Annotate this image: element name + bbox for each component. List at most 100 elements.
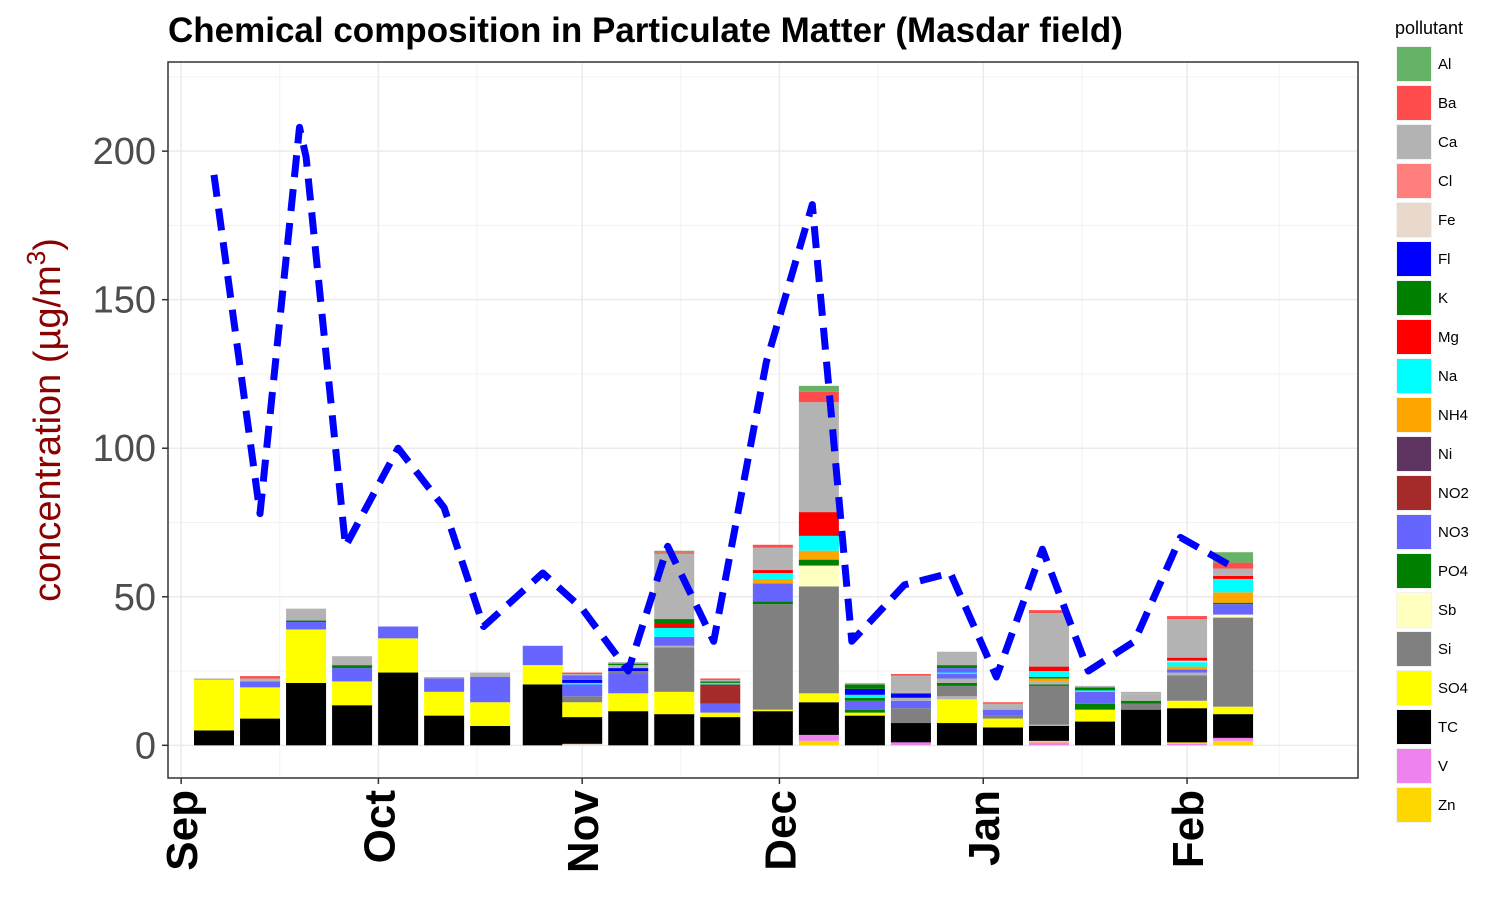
- bar-segment-no3: [378, 626, 419, 639]
- y-axis-label-superscript: 3: [21, 251, 51, 265]
- legend-item-v: V: [1396, 748, 1448, 784]
- legend-label: Na: [1438, 368, 1458, 385]
- bar-stack: [752, 544, 793, 746]
- bar-segment-ba: [240, 676, 281, 679]
- legend-item-nh4: NH4: [1396, 397, 1468, 433]
- bar-segment-na: [562, 682, 603, 685]
- legend-swatch: [1397, 749, 1431, 783]
- bar-segment-ca: [890, 675, 931, 692]
- y-axis-label-close: ): [27, 238, 69, 251]
- bar-segment-no3: [844, 700, 885, 710]
- bar-segment-na: [844, 694, 885, 698]
- bar-segment-so4: [752, 709, 793, 712]
- bar-segment-na: [752, 573, 793, 579]
- bar-segment-nh4: [752, 578, 793, 584]
- bar-segment-v: [890, 742, 931, 746]
- legend-swatch: [1397, 437, 1431, 471]
- svg-text:concentration (µg/m3): concentration (µg/m3): [21, 238, 69, 602]
- legend-label: Ba: [1438, 95, 1457, 112]
- bar-segment-po4: [700, 681, 741, 683]
- y-tick-label: 50: [114, 577, 156, 619]
- legend-swatch: [1397, 515, 1431, 549]
- legend-swatch: [1397, 242, 1431, 276]
- bar-segment-po4: [936, 682, 977, 686]
- bar-segment-no3: [562, 675, 603, 680]
- bar-segment-tc: [936, 723, 977, 746]
- x-tick-label: Oct: [355, 790, 404, 864]
- bar-segment-no3: [654, 636, 695, 646]
- bar-segment-ba: [752, 544, 793, 548]
- legend-item-no3: NO3: [1396, 514, 1469, 550]
- legend-label: Ni: [1438, 446, 1452, 463]
- bar-segment-ca: [424, 676, 465, 679]
- bar-segment-ca: [654, 645, 695, 648]
- bar-stack: [378, 626, 419, 746]
- bar-segment-fe: [562, 743, 603, 746]
- bar-segment-ca: [844, 682, 885, 685]
- bar-segment-tc: [752, 711, 793, 746]
- legend-label: Si: [1438, 641, 1451, 658]
- legend-label: Mg: [1438, 329, 1459, 346]
- y-tick-label: 150: [93, 280, 156, 322]
- bar-segment-so4: [982, 718, 1023, 728]
- legend-label: K: [1438, 290, 1448, 307]
- bar-segment-na: [1028, 671, 1069, 677]
- bar-segment-no3: [1213, 604, 1254, 615]
- bar-segment-ba: [798, 391, 839, 403]
- bar-segment-po4: [1028, 684, 1069, 686]
- bar-segment-po4: [752, 601, 793, 605]
- bar-segment-po4: [1213, 602, 1254, 605]
- bar-stack: [700, 678, 741, 746]
- bar-segment-na: [1075, 690, 1116, 692]
- bar-segment-no3: [1075, 691, 1116, 704]
- x-tick-label: Nov: [559, 789, 608, 873]
- bar-segment-tc: [1167, 708, 1208, 743]
- bar-segment-tc: [700, 717, 741, 746]
- plot-panel: 0 50 100 150 200 Sep Oct Nov Dec Jan Feb: [93, 61, 1359, 873]
- bar-segment-no3: [608, 674, 649, 694]
- x-tick-label: Jan: [960, 790, 1009, 866]
- bar-segment-no3: [424, 678, 465, 692]
- bar-segment-na: [798, 535, 839, 551]
- bar-stack: [1167, 616, 1208, 746]
- bar-segment-ba: [982, 702, 1023, 704]
- bar-segment-so4: [936, 699, 977, 724]
- legend-swatch: [1397, 320, 1431, 354]
- bar-segment-na: [654, 627, 695, 637]
- bar-segment-po4: [1121, 700, 1162, 704]
- bar-segment-ca: [1167, 672, 1208, 676]
- bar-segment-ca: [936, 651, 977, 666]
- bar-segment-nh4: [798, 550, 839, 560]
- bar-segment-tc: [424, 715, 465, 746]
- legend-label: Al: [1438, 56, 1451, 73]
- bar-segment-so4: [286, 629, 327, 683]
- legend-label: Sb: [1438, 602, 1456, 619]
- bar-segment-so4: [844, 712, 885, 716]
- bar-segment-ba: [1028, 610, 1069, 614]
- bar-stack: [522, 645, 563, 746]
- bar-segment-al: [654, 550, 695, 553]
- bar-segment-ca: [1167, 619, 1208, 658]
- bar-segment-po4: [332, 665, 373, 669]
- bar-segment-si: [1121, 703, 1162, 710]
- bar-segment-no3: [936, 674, 977, 679]
- bar-segment-no3: [890, 700, 931, 709]
- bar-segment-po4: [798, 559, 839, 566]
- bar-segment-ca: [1075, 685, 1116, 688]
- x-tick-label: Sep: [158, 790, 207, 871]
- bar-segment-v: [1028, 742, 1069, 746]
- bar-segment-si: [1028, 685, 1069, 725]
- bar-segment-no2: [700, 684, 741, 704]
- bar-segment-so4: [654, 691, 695, 715]
- legend-label: Fl: [1438, 251, 1451, 268]
- bar-segment-si: [1213, 617, 1254, 707]
- y-tick-label: 200: [93, 131, 156, 173]
- bar-segment-tc: [194, 730, 235, 746]
- legend-swatch: [1397, 554, 1431, 588]
- legend-label: Ca: [1438, 134, 1458, 151]
- bar-segment-ca: [798, 402, 839, 513]
- bar-segment-ca: [936, 678, 977, 683]
- bar-segment-mg: [1213, 575, 1254, 579]
- legend-label: NO2: [1438, 485, 1469, 502]
